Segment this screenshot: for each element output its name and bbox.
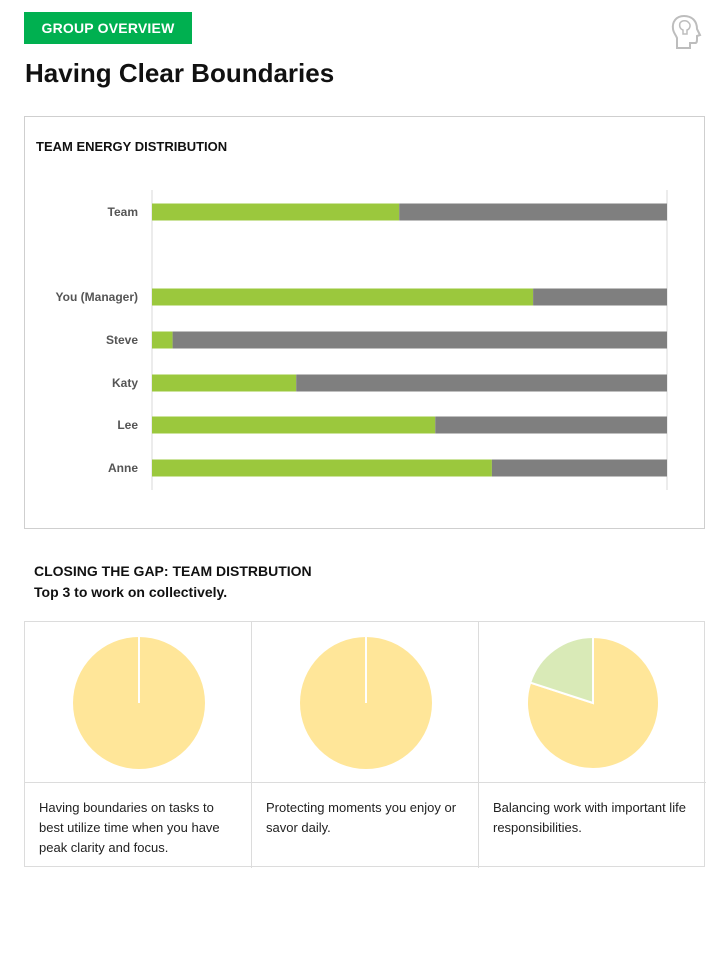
gap-pie-grid: Having boundaries on tasks to best utili… [24,621,706,868]
pie-chart-3 [526,635,660,770]
bar-segment-1 [152,288,534,306]
page-title: Having Clear Boundaries [25,58,335,88]
bar-segment-2 [399,203,667,221]
pie-slice [528,635,594,705]
bar-segment-1 [152,374,297,392]
bar-segment-2 [172,331,667,349]
bar-segment-2 [491,459,667,477]
gap-section-subtitle: Top 3 to work on collectively. [34,584,228,600]
bar-segment-2 [435,416,667,434]
gap-item-text-1: Having boundaries on tasks to best utili… [25,783,252,868]
pie-chart-1 [73,637,205,769]
pie-cell-2 [252,622,479,783]
bar-label: Katy [112,376,138,390]
bar-segment-1 [152,416,436,434]
group-overview-badge: GROUP OVERVIEW [24,12,192,44]
bar-label: Lee [117,418,138,432]
bar-segment-2 [296,374,667,392]
gap-item-text-3: Balancing work with important life respo… [493,800,686,835]
bar-label: Steve [106,333,138,347]
bar-label: You (Manager) [56,290,138,304]
bar-segment-1 [152,203,400,221]
bar-segment-1 [152,459,492,477]
head-silhouette-icon [671,14,702,49]
pie-slice [526,635,660,770]
bar-label: Anne [108,461,138,475]
energy-bar-chart: Team You (Manager) Steve Katy Lee Anne [56,190,668,490]
pie-cell-1 [25,622,252,783]
pie-cell-3 [479,622,706,783]
energy-chart-panel: TEAM ENERGY DISTRIBUTION Team You (Manage… [24,116,705,529]
bar-segment-1 [152,331,173,349]
gap-item-text-2: Protecting moments you enjoy or savor da… [252,783,479,868]
chart-title: TEAM ENERGY DISTRIBUTION [36,139,228,154]
pie-chart-2 [300,637,432,769]
bar-label: Team [108,205,138,219]
gap-section-title: CLOSING THE GAP: TEAM DISTRBUTION [34,563,312,579]
bar-segment-2 [533,288,667,306]
